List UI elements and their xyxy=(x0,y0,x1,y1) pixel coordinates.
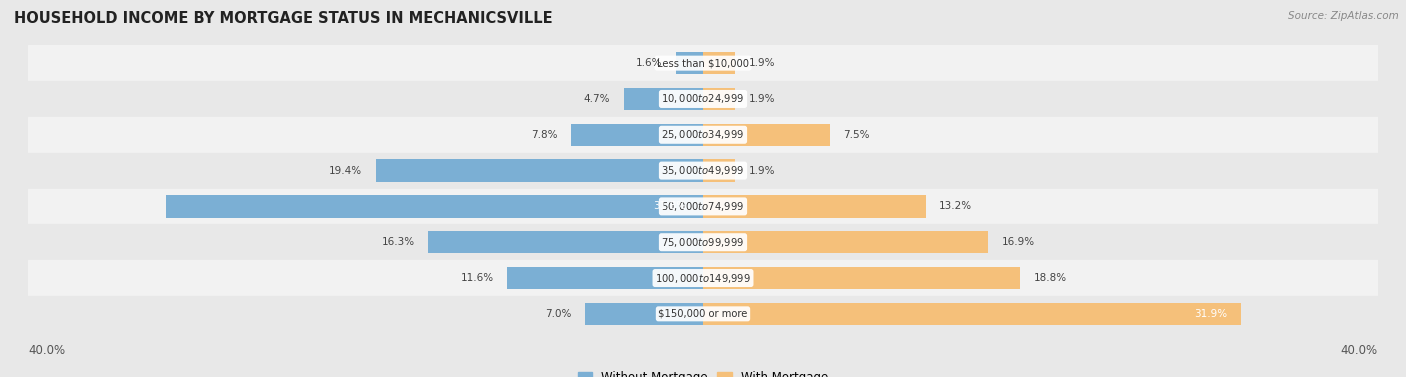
Bar xyxy=(427,231,703,253)
Bar xyxy=(703,231,988,253)
Text: 18.8%: 18.8% xyxy=(1033,273,1067,283)
Bar xyxy=(28,296,1378,332)
Text: 11.6%: 11.6% xyxy=(461,273,494,283)
Bar xyxy=(703,52,735,74)
Bar xyxy=(571,124,703,146)
Legend: Without Mortgage, With Mortgage: Without Mortgage, With Mortgage xyxy=(574,366,832,377)
Bar xyxy=(703,124,830,146)
Text: 1.9%: 1.9% xyxy=(748,166,775,176)
Text: $100,000 to $149,999: $100,000 to $149,999 xyxy=(655,271,751,285)
Text: 7.8%: 7.8% xyxy=(531,130,558,140)
Bar xyxy=(28,45,1378,81)
Text: 16.9%: 16.9% xyxy=(1001,237,1035,247)
Text: HOUSEHOLD INCOME BY MORTGAGE STATUS IN MECHANICSVILLE: HOUSEHOLD INCOME BY MORTGAGE STATUS IN M… xyxy=(14,11,553,26)
Text: 7.0%: 7.0% xyxy=(546,309,571,319)
Text: $25,000 to $34,999: $25,000 to $34,999 xyxy=(661,128,745,141)
Text: 1.6%: 1.6% xyxy=(636,58,662,68)
Bar xyxy=(703,303,1241,325)
Bar xyxy=(28,81,1378,117)
Bar xyxy=(508,267,703,289)
Bar xyxy=(28,224,1378,260)
Bar xyxy=(28,260,1378,296)
Bar xyxy=(28,188,1378,224)
Bar xyxy=(703,159,735,182)
Bar xyxy=(703,195,925,218)
Text: 1.9%: 1.9% xyxy=(748,94,775,104)
Text: 16.3%: 16.3% xyxy=(381,237,415,247)
Text: $50,000 to $74,999: $50,000 to $74,999 xyxy=(661,200,745,213)
Text: 40.0%: 40.0% xyxy=(28,344,65,357)
Text: 4.7%: 4.7% xyxy=(583,94,610,104)
Bar xyxy=(166,195,703,218)
Bar xyxy=(28,117,1378,153)
Bar xyxy=(676,52,703,74)
Text: Source: ZipAtlas.com: Source: ZipAtlas.com xyxy=(1288,11,1399,21)
Bar xyxy=(624,88,703,110)
Bar xyxy=(375,159,703,182)
Bar xyxy=(28,153,1378,188)
Text: $150,000 or more: $150,000 or more xyxy=(658,309,748,319)
Text: $75,000 to $99,999: $75,000 to $99,999 xyxy=(661,236,745,249)
Text: $35,000 to $49,999: $35,000 to $49,999 xyxy=(661,164,745,177)
Bar xyxy=(703,88,735,110)
Text: 13.2%: 13.2% xyxy=(939,201,973,211)
Bar xyxy=(703,267,1021,289)
Text: 7.5%: 7.5% xyxy=(844,130,869,140)
Text: 31.8%: 31.8% xyxy=(652,201,686,211)
Text: Less than $10,000: Less than $10,000 xyxy=(657,58,749,68)
Text: 1.9%: 1.9% xyxy=(748,58,775,68)
Bar xyxy=(585,303,703,325)
Text: 31.9%: 31.9% xyxy=(1195,309,1227,319)
Text: $10,000 to $24,999: $10,000 to $24,999 xyxy=(661,92,745,106)
Text: 19.4%: 19.4% xyxy=(329,166,363,176)
Text: 40.0%: 40.0% xyxy=(1341,344,1378,357)
